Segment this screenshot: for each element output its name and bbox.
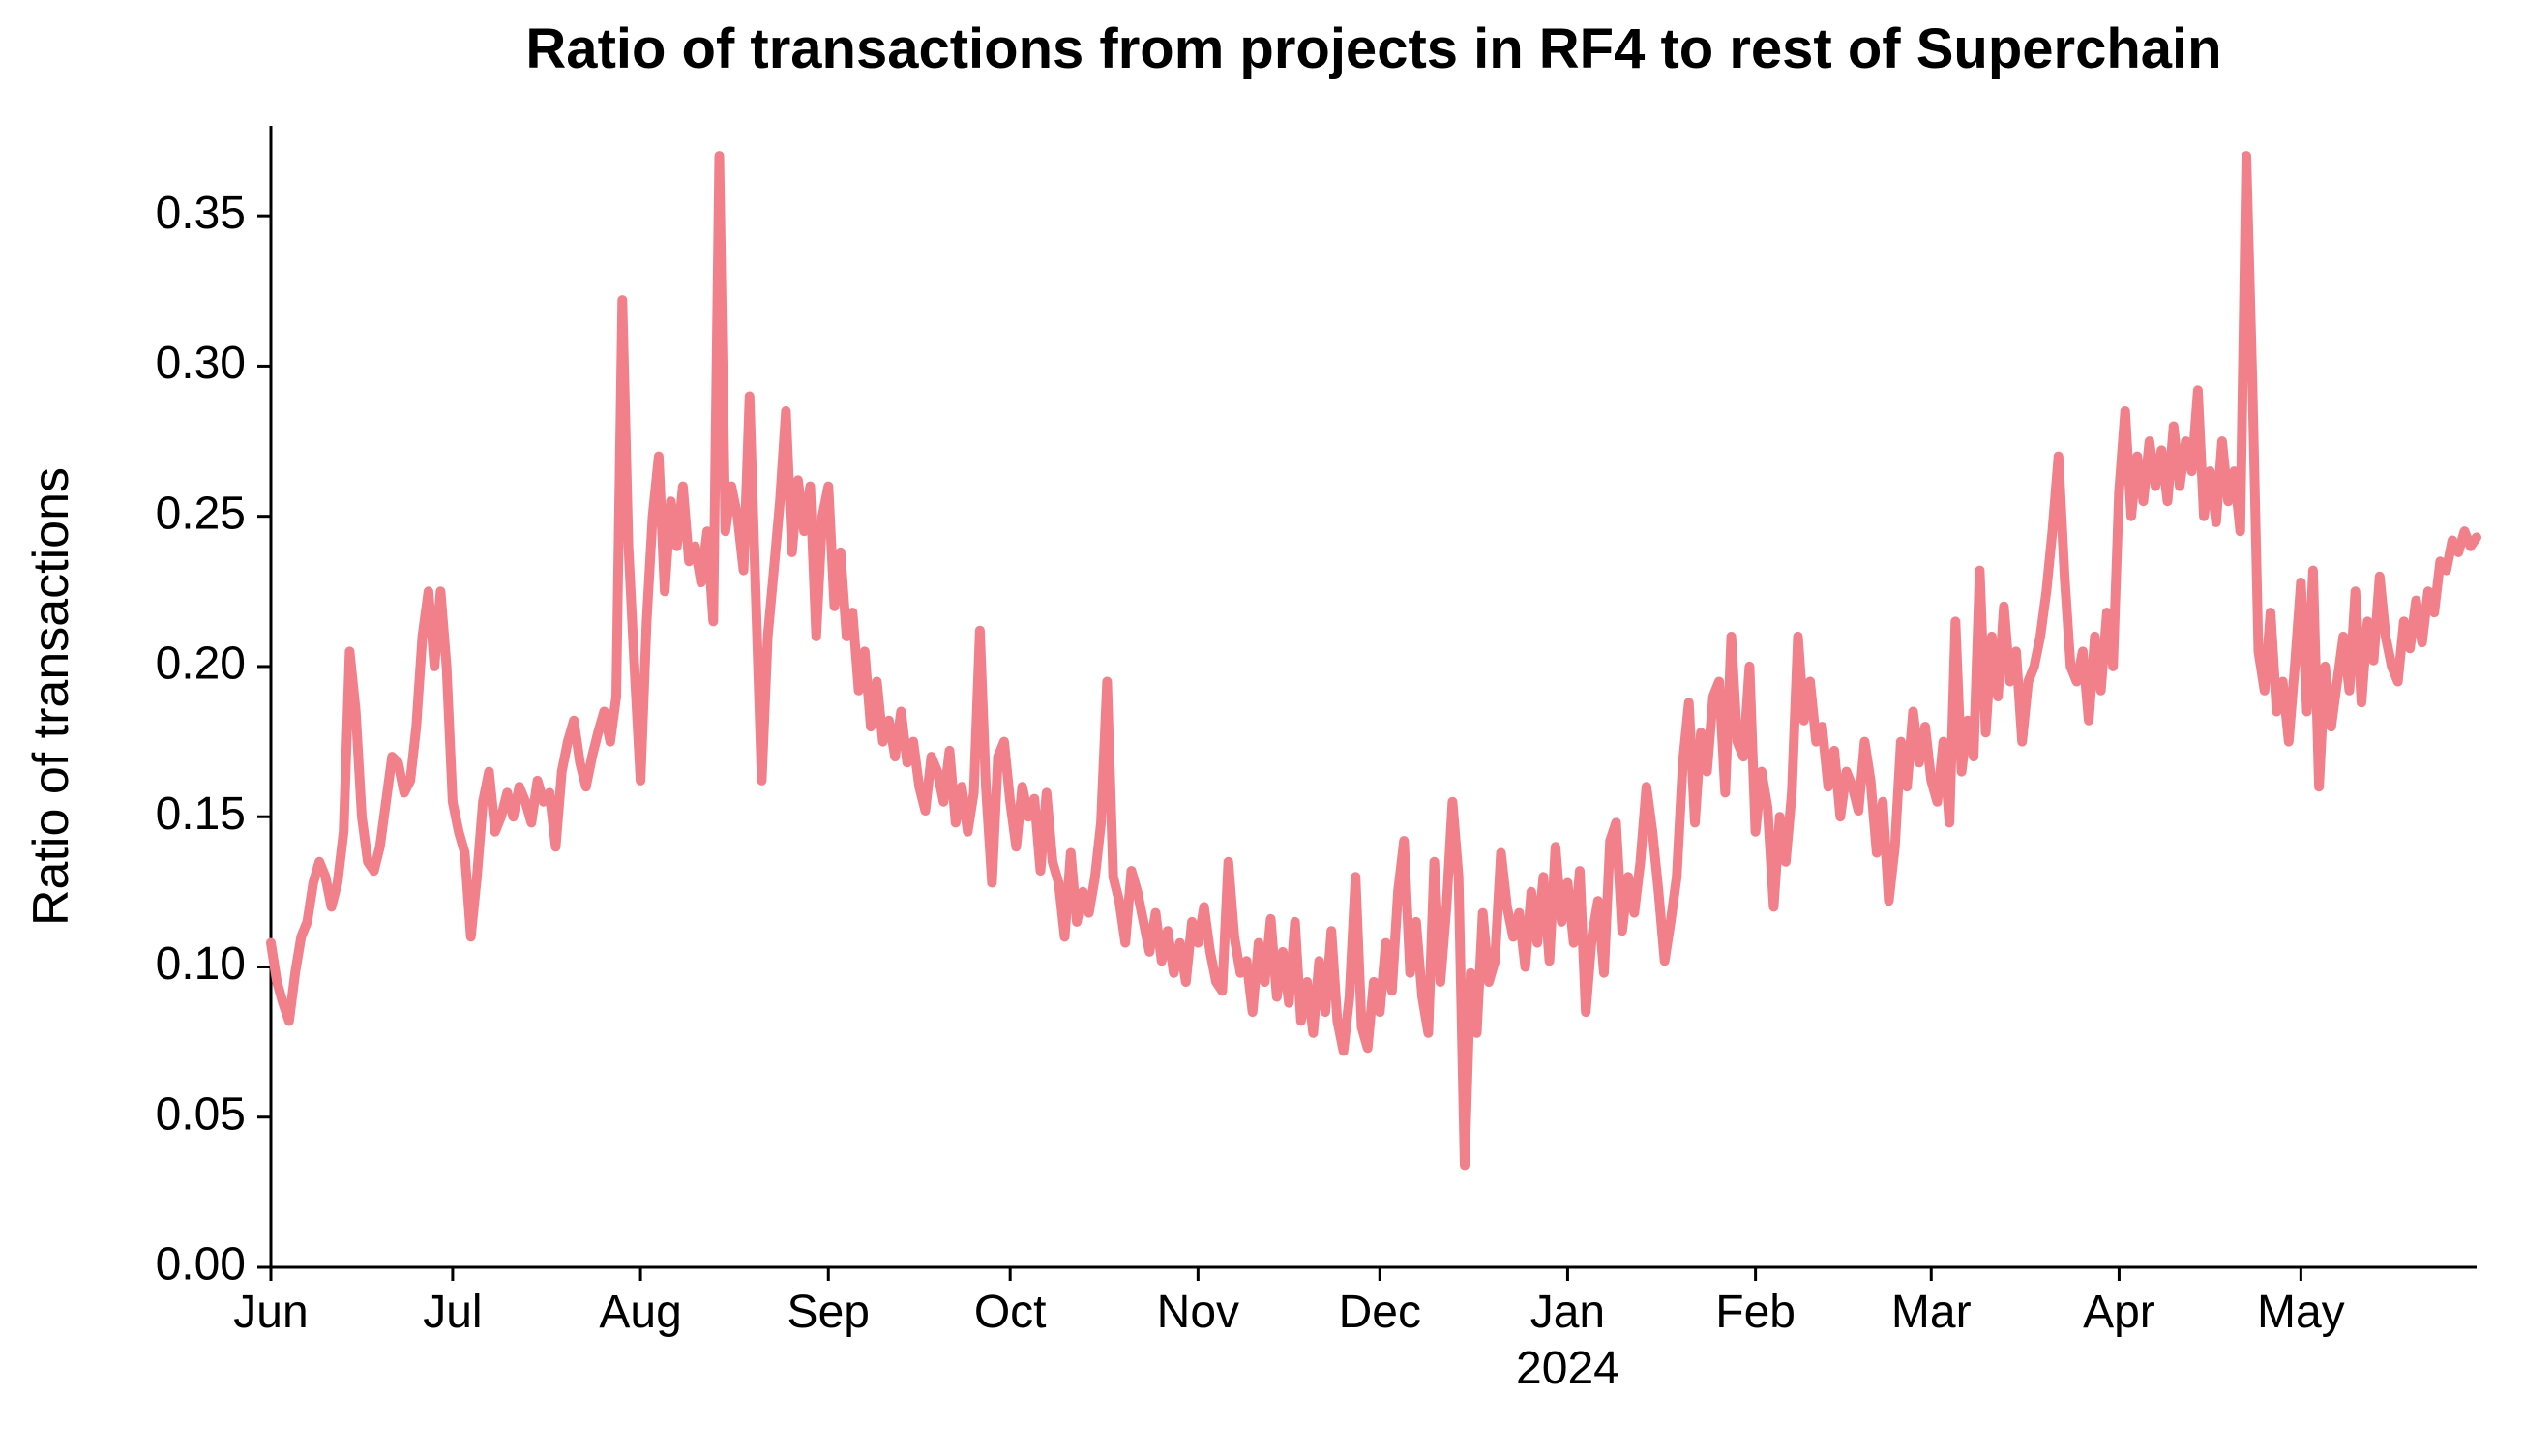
x-tick-label: Dec [1339,1287,1421,1338]
y-tick-label: 0.30 [156,338,246,389]
x-tick-label: May [2257,1287,2345,1338]
y-tick-label: 0.15 [156,788,246,840]
y-tick-label: 0.05 [156,1088,246,1140]
x-tick-label: Nov [1157,1287,1239,1338]
x-axis-secondary-label: 2024 [1516,1343,1619,1394]
chart-svg: Ratio of transactions from projects in R… [0,0,2524,1456]
chart-background [0,0,2524,1456]
x-tick-label: Oct [974,1287,1047,1338]
chart-title: Ratio of transactions from projects in R… [525,17,2221,80]
chart-container: Ratio of transactions from projects in R… [0,0,2524,1456]
y-axis-label: Ratio of transactions [23,467,79,926]
y-tick-label: 0.35 [156,188,246,239]
y-tick-label: 0.10 [156,938,246,990]
x-tick-label: Aug [599,1287,681,1338]
y-tick-label: 0.25 [156,488,246,539]
x-tick-label: Jun [233,1287,308,1338]
y-tick-label: 0.20 [156,639,246,690]
x-tick-label: Apr [2083,1287,2155,1338]
x-tick-label: Sep [787,1287,870,1338]
x-tick-label: Feb [1715,1287,1796,1338]
x-tick-label: Jul [423,1287,482,1338]
x-tick-label: Mar [1891,1287,1972,1338]
x-tick-label: Jan [1530,1287,1605,1338]
y-tick-label: 0.00 [156,1239,246,1291]
